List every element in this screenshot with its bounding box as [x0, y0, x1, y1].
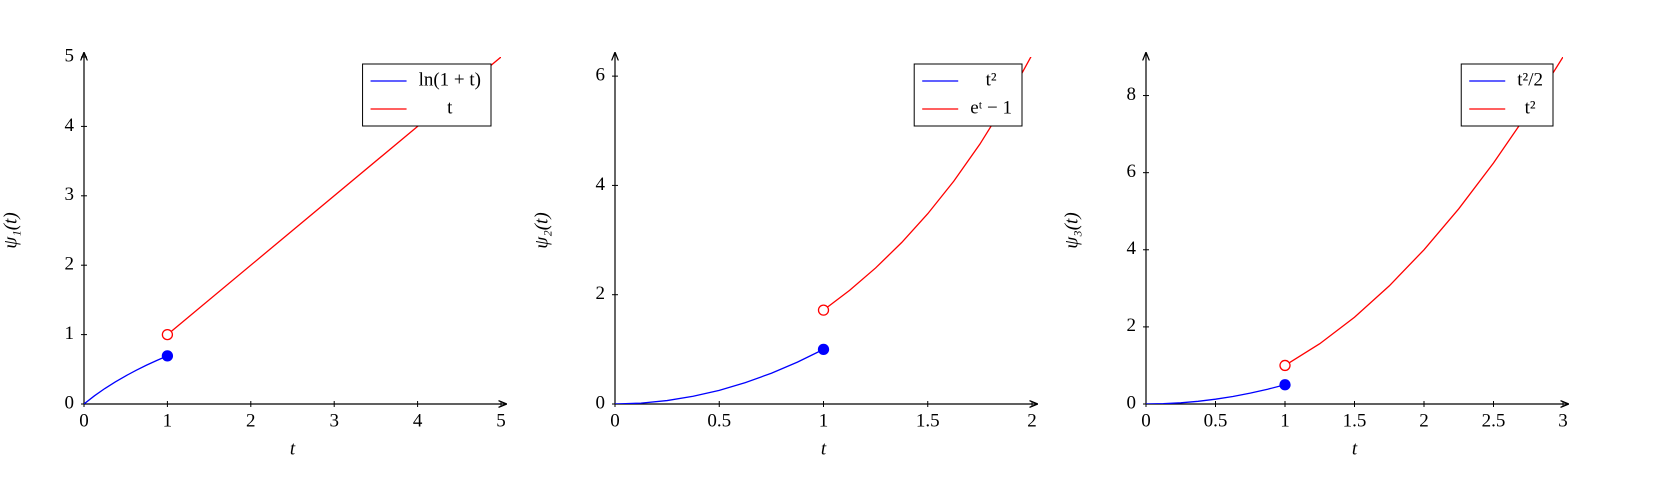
legend-label: t²/2	[1517, 69, 1543, 90]
series-line	[84, 355, 168, 404]
x-tick-label: 0	[610, 410, 620, 431]
x-tick-label: 1	[1280, 410, 1290, 431]
plot-area	[1146, 57, 1563, 404]
y-tick-label: 6	[596, 64, 606, 85]
endpoint-marker	[161, 350, 174, 362]
y-tick-label: 6	[1127, 161, 1137, 182]
legend: ln(1 + t) t	[362, 63, 492, 127]
chart: 0 0.5 1 1.5 2 2.5 3 0 2 4 6 8 t ψ₃(t) t²/2 t²	[1061, 53, 1568, 459]
x-axis-label: t	[821, 438, 827, 459]
legend-box	[913, 63, 1023, 127]
x-tick-label: 0.5	[1204, 410, 1228, 431]
legend-label: eᵗ − 1	[970, 97, 1012, 118]
series-line	[1146, 384, 1286, 404]
y-axis-label: ψ₁(t)	[0, 212, 21, 248]
legend-label: t²	[986, 69, 997, 90]
endpoint-marker	[817, 343, 830, 356]
x-tick-label: 2	[1027, 410, 1037, 431]
y-tick-label: 4	[596, 174, 606, 195]
x-tick-label: 5	[496, 410, 506, 431]
legend: t²/2 t²	[1460, 63, 1554, 127]
legend: t² eᵗ − 1	[913, 63, 1023, 127]
x-axis-label: t	[290, 438, 296, 459]
x-tick-label: 2	[1419, 410, 1429, 431]
x-tick-label: 2	[246, 410, 256, 431]
legend-label: t²	[1525, 97, 1536, 118]
y-tick-label: 0	[1127, 392, 1137, 413]
legend-box	[1460, 63, 1554, 127]
endpoint-marker	[817, 304, 830, 316]
x-tick-label: 1.5	[916, 410, 940, 431]
x-tick-label: 4	[413, 410, 423, 431]
y-tick-label: 2	[596, 283, 606, 304]
endpoint-marker	[1279, 359, 1291, 372]
series-line	[615, 348, 824, 404]
y-tick-label: 1	[65, 323, 75, 344]
y-tick-label: 4	[65, 115, 75, 136]
y-axis-label: ψ₂(t)	[531, 212, 552, 248]
series-line	[1284, 57, 1563, 366]
legend-label: t	[447, 97, 453, 118]
y-tick-label: 4	[1127, 238, 1137, 259]
y-tick-label: 3	[65, 184, 75, 205]
x-tick-label: 3	[329, 410, 339, 431]
x-tick-label: 2.5	[1482, 410, 1506, 431]
x-tick-label: 0	[79, 410, 89, 431]
legend-label: ln(1 + t)	[419, 69, 481, 90]
x-tick-label: 3	[1558, 410, 1568, 431]
x-tick-label: 0	[1141, 410, 1151, 431]
endpoint-marker	[161, 328, 174, 341]
chart: 0 0.5 1 1.5 2 0 2 4 6 t ψ₂(t) t² eᵗ − 1	[531, 53, 1037, 459]
endpoint-marker	[1279, 379, 1291, 391]
y-tick-label: 0	[596, 392, 606, 413]
x-axis-label: t	[1352, 438, 1358, 459]
chart: 0 1 2 3 4 5 0 1 2 3 4 5 t ψ₁(t) ln(1 + t) t	[0, 45, 506, 459]
y-tick-label: 0	[65, 392, 75, 413]
y-tick-label: 2	[65, 254, 75, 275]
x-tick-label: 0.5	[707, 410, 731, 431]
y-tick-label: 8	[1127, 84, 1137, 105]
y-tick-label: 5	[65, 45, 75, 66]
x-tick-label: 1.5	[1343, 410, 1367, 431]
x-tick-label: 1	[163, 410, 173, 431]
legend-box	[362, 63, 492, 127]
y-axis-label: ψ₃(t)	[1061, 212, 1082, 248]
y-tick-label: 2	[1127, 315, 1137, 336]
x-tick-label: 1	[819, 410, 829, 431]
